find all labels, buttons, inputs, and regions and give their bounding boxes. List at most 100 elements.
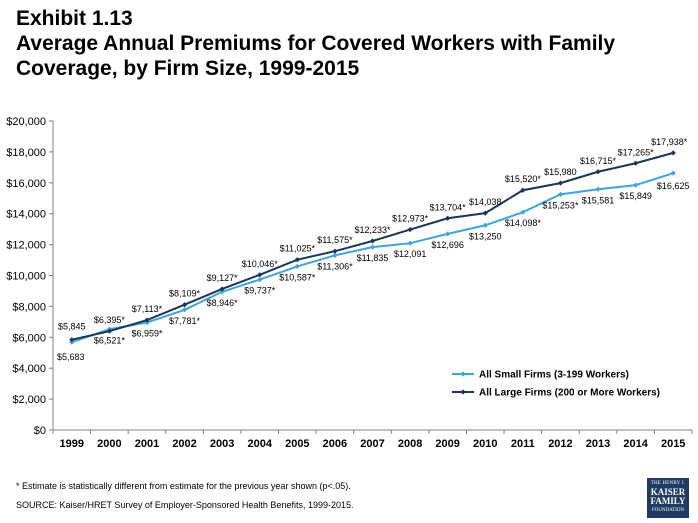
x-tick-label: 2000 xyxy=(97,438,121,450)
y-tick-label: $8,000 xyxy=(12,301,46,313)
x-tick-label: 2010 xyxy=(473,438,497,450)
data-point xyxy=(257,276,263,283)
source-note: SOURCE: Kaiser/HRET Survey of Employer-S… xyxy=(16,500,354,510)
small-firms-data-label: $12,091 xyxy=(394,249,427,259)
data-point xyxy=(595,186,601,192)
data-point xyxy=(520,209,526,215)
small-firms-data-label: $15,581 xyxy=(582,195,615,205)
data-point xyxy=(69,337,75,343)
small-firms-data-label: $16,625 xyxy=(657,181,690,191)
x-tick-label: 2007 xyxy=(360,438,384,450)
x-tick-label: 1999 xyxy=(60,438,84,450)
data-point xyxy=(219,286,225,292)
small-firms-data-label: $7,781* xyxy=(169,316,201,326)
x-tick-label: 2006 xyxy=(323,438,347,450)
small-firms-data-label: $5,683 xyxy=(57,352,85,362)
y-tick-label: $20,000 xyxy=(6,116,46,128)
data-point xyxy=(332,248,338,254)
small-firms-data-label: $14,098* xyxy=(505,218,542,228)
y-tick-label: $6,000 xyxy=(12,332,46,344)
large-firms-data-label: $15,980 xyxy=(544,167,577,177)
exhibit-number: Exhibit 1.13 xyxy=(16,7,133,30)
data-point xyxy=(595,169,601,175)
data-point xyxy=(633,160,639,166)
data-point xyxy=(294,263,300,270)
x-tick-label: 2005 xyxy=(285,438,309,450)
y-tick-label: $4,000 xyxy=(12,363,46,375)
legend-label: All Large Firms (200 or More Workers) xyxy=(479,388,660,399)
y-tick-label: $12,000 xyxy=(6,240,46,252)
data-point xyxy=(369,238,376,244)
large-firms-data-label: $5,845 xyxy=(58,322,86,332)
small-firms-data-label: $6,521* xyxy=(94,335,126,345)
large-firms-data-label: $9,127* xyxy=(207,273,239,283)
large-firms-data-label: $6,395* xyxy=(94,315,126,325)
data-point xyxy=(144,317,150,323)
kaiser-logo: THE HENRY J. KAISER FAMILY FOUNDATION xyxy=(647,478,689,518)
legend-label: All Small Firms (3-199 Workers) xyxy=(479,370,629,381)
logo-line-2: KAISER xyxy=(650,487,686,497)
y-tick-label: $14,000 xyxy=(6,209,46,221)
x-tick-label: 2009 xyxy=(435,438,459,450)
large-firms-data-label: $11,025* xyxy=(280,244,316,254)
large-firms-data-label: $14,038 xyxy=(469,197,502,207)
large-firms-data-label: $8,109* xyxy=(169,289,201,299)
small-firms-data-label: $12,696 xyxy=(431,240,464,250)
small-firms-data-label: $8,946* xyxy=(207,298,239,308)
data-point xyxy=(482,210,488,216)
data-point xyxy=(332,252,338,258)
legend-marker xyxy=(460,371,466,377)
large-firms-data-label: $16,715* xyxy=(580,156,617,166)
large-firms-data-label: $13,704* xyxy=(430,202,467,212)
x-tick-label: 2014 xyxy=(623,438,648,450)
x-tick-label: 2012 xyxy=(548,438,572,450)
data-point xyxy=(407,226,413,233)
y-tick-label: $0 xyxy=(34,425,46,437)
x-tick-label: 2013 xyxy=(586,438,610,450)
data-point xyxy=(520,187,526,193)
small-firms-data-label: $13,250 xyxy=(469,231,502,241)
small-firms-data-label: $11,306* xyxy=(317,261,353,271)
chart-title: Average Annual Premiums for Covered Work… xyxy=(16,32,616,80)
y-tick-label: $18,000 xyxy=(6,147,46,159)
data-point xyxy=(445,231,451,237)
small-firms-data-label: $9,737* xyxy=(244,286,276,296)
y-tick-label: $2,000 xyxy=(12,394,46,406)
x-tick-label: 2011 xyxy=(511,438,535,450)
data-point xyxy=(294,257,300,263)
data-point xyxy=(557,191,564,197)
data-point xyxy=(369,244,376,250)
data-point xyxy=(106,328,112,334)
logo-line-1: THE HENRY J. xyxy=(650,481,686,486)
large-firms-data-label: $10,046* xyxy=(242,259,279,269)
data-point xyxy=(482,222,488,228)
data-point xyxy=(181,307,188,313)
legend-marker xyxy=(460,389,466,395)
x-tick-label: 2002 xyxy=(172,438,196,450)
x-tick-label: 2001 xyxy=(135,438,159,450)
title-block: Exhibit 1.13 Average Annual Premiums for… xyxy=(16,6,686,81)
small-firms-data-label: $15,253* xyxy=(542,200,579,210)
large-firms-data-label: $7,113* xyxy=(132,304,163,314)
large-firms-data-label: $11,575* xyxy=(317,235,353,245)
logo-line-4: FOUNDATION xyxy=(651,508,685,513)
data-point xyxy=(407,240,413,246)
x-tick-label: 2008 xyxy=(398,438,422,450)
data-point xyxy=(670,170,676,176)
small-firms-data-label: $11,835 xyxy=(357,253,389,263)
data-point xyxy=(181,302,188,308)
large-firms-data-label: $17,265* xyxy=(618,147,655,157)
large-firms-data-label: $17,938* xyxy=(651,137,688,147)
data-point xyxy=(257,272,263,278)
x-tick-label: 2004 xyxy=(247,438,272,450)
x-tick-label: 2015 xyxy=(661,438,685,450)
y-tick-label: $16,000 xyxy=(6,178,46,190)
y-tick-label: $10,000 xyxy=(6,271,46,283)
small-firms-data-label: $6,959* xyxy=(131,328,163,338)
data-point xyxy=(633,182,639,188)
small-firms-data-label: $15,849 xyxy=(619,191,652,201)
data-point xyxy=(670,150,676,156)
small-firms-data-label: $10,587* xyxy=(279,272,316,282)
data-point xyxy=(445,215,451,221)
